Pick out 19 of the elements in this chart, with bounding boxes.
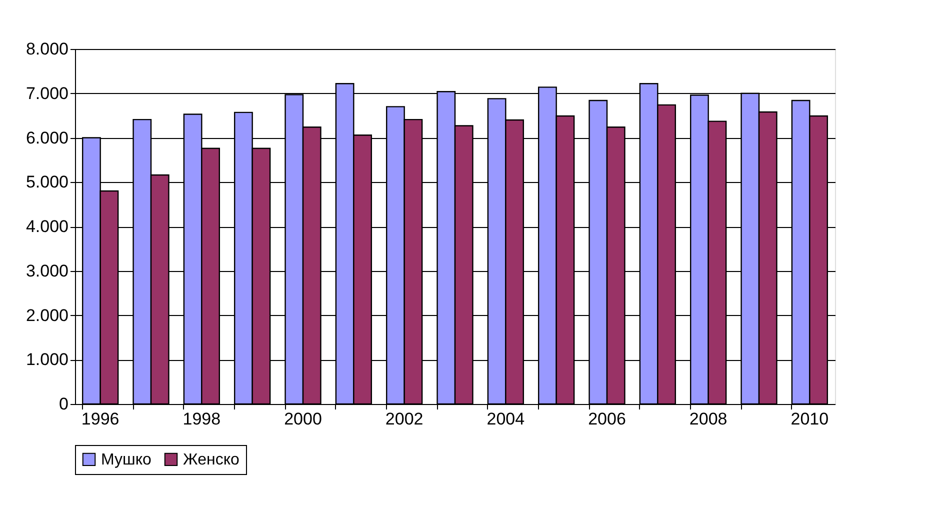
- x-tick-label: 2002: [385, 410, 424, 428]
- x-tick-label: 1998: [182, 410, 221, 428]
- y-tick-label: 5.000: [26, 172, 68, 192]
- legend-label: Мушко: [101, 451, 152, 468]
- x-tick-label: 1996: [81, 410, 120, 428]
- y-tick-label: 1.000: [26, 350, 68, 370]
- y-tick-label: 8.000: [26, 40, 68, 58]
- y-tick-label: 7.000: [26, 84, 68, 103]
- x-tick-label: 2010: [790, 410, 829, 428]
- y-tick-label: 0: [59, 394, 68, 414]
- y-tick-label: 4.000: [26, 217, 68, 236]
- y-tick-label: 2.000: [26, 306, 68, 325]
- x-tick-label: 2000: [284, 410, 322, 428]
- x-tick-label: 2004: [486, 410, 525, 428]
- legend-label: Женско: [183, 451, 240, 468]
- x-tick-label: 2008: [689, 410, 728, 428]
- y-tick-label: 6.000: [26, 128, 68, 148]
- y-tick-label: 3.000: [26, 261, 68, 280]
- x-tick-label: 2006: [588, 410, 626, 428]
